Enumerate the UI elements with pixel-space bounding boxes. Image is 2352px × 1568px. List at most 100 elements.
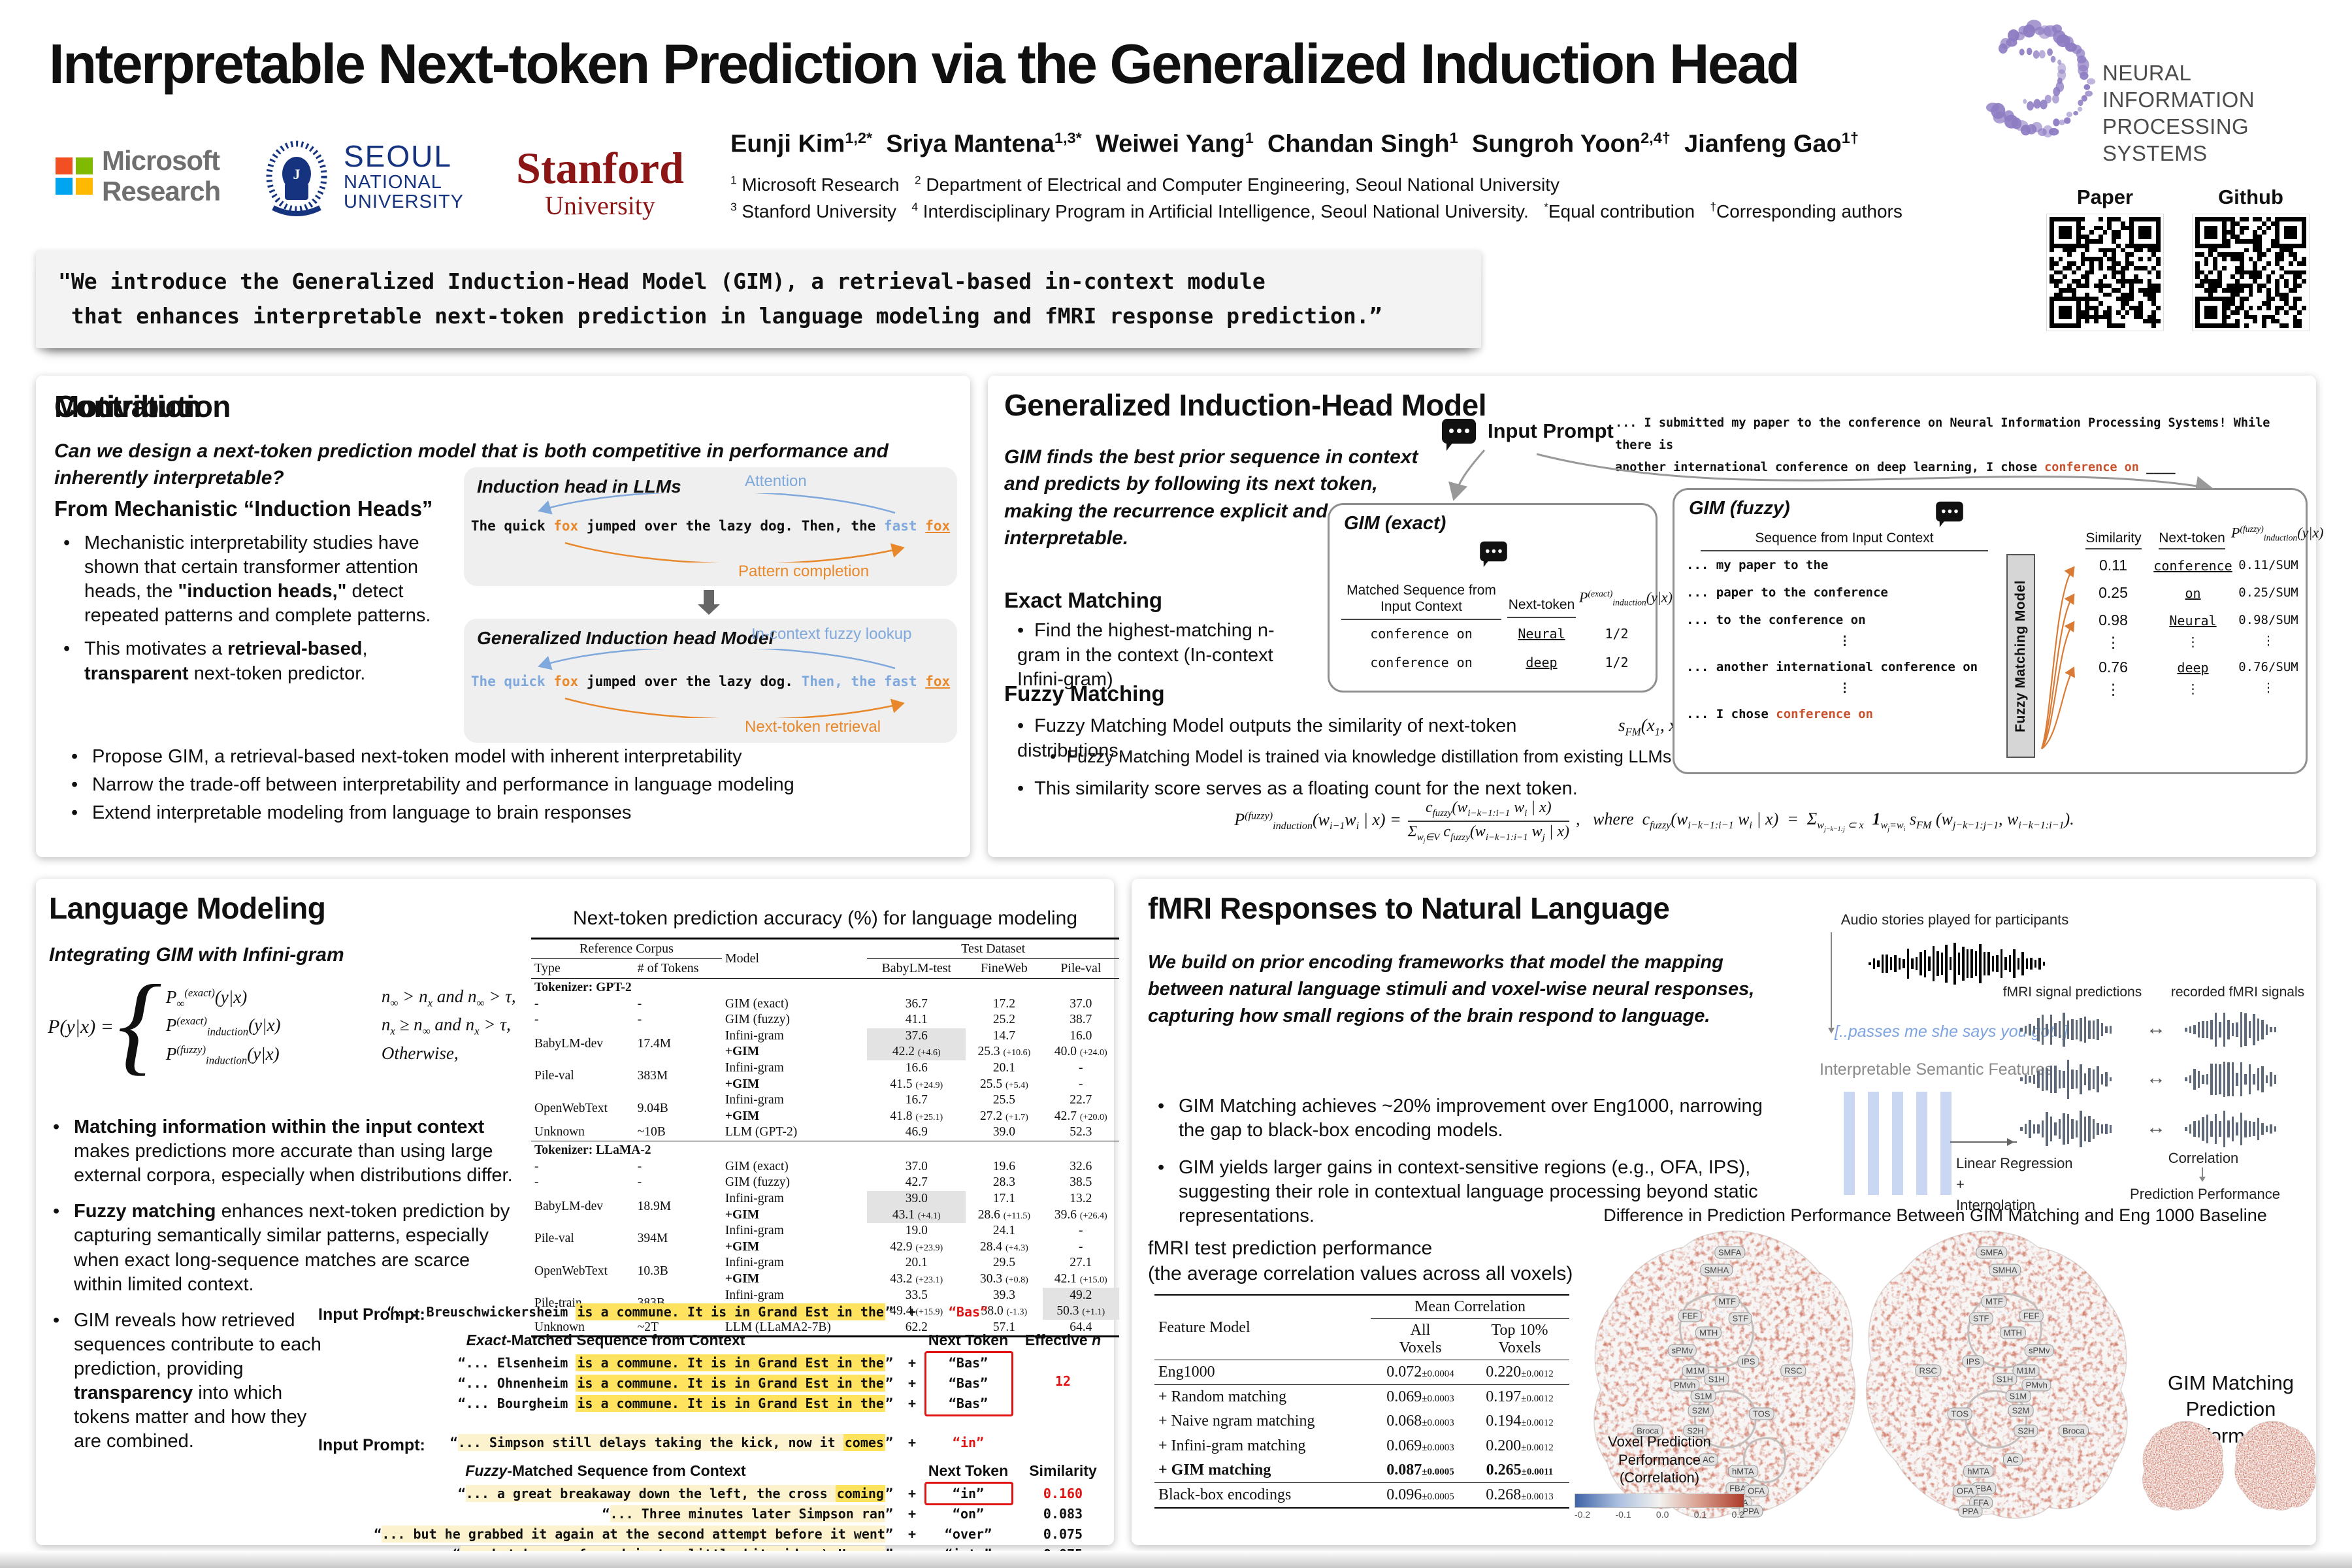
table-row: Unknown ~2T LLM (LLaMA2-7B) 62.2 57.1 64.4 — [534, 1320, 1092, 1334]
table-row: - - GIM (fuzzy) 42.7 28.3 38.5 — [534, 1175, 1092, 1190]
input-prompt-text: ... I submitted my paper to the conferen… — [1615, 416, 2270, 475]
fmri-bullets: GIM Matching achieves ~20% improvement o… — [1150, 1094, 1771, 1242]
table-row: + Naive ngram matching 0.068±0.0003 0.194±… — [1158, 1413, 1554, 1430]
piecewise-case: P(exact)induction(y|x) nx ≥ n∞ and nx > τ… — [165, 1015, 511, 1038]
table-row: ... paper to the conference 0.25 on 0.25/SU… — [1686, 584, 2298, 601]
table-row: Pile-val 394M Infini-gram 19.0 24.1- — [534, 1224, 1083, 1246]
fuzzy-match-row: “... but he was forced just a little bit… — [452, 1546, 1083, 1563]
next-token-retrieval-arc-icon — [564, 697, 905, 718]
induction-head-llm-diagram: Induction head in LLMs Attention The qui… — [464, 467, 957, 586]
brain-region-label: SMFA — [1714, 1246, 1746, 1259]
table-row: + GIM matching 0.087±0.0005 0.265±0.0011 — [1154, 1458, 1569, 1483]
pattern-completion-arc-icon — [564, 542, 905, 563]
microsoft-research-logo: Microsoft Research — [56, 145, 221, 206]
fmri-intro: We build on prior encoding frameworks th… — [1148, 952, 1755, 1027]
piecewise-case: P(fuzzy)induction(y|x) Otherwise, — [165, 1043, 459, 1067]
semantic-features-label: Interpretable Semantic Features — [1820, 1060, 2053, 1079]
input-prompt-label: Input Prompt: — [318, 1436, 425, 1454]
brain-region-label: S2M — [2008, 1404, 2034, 1417]
table-row: +GIM 43.2 (+23.1) 30.3 (+0.8) 42.1 (+15.0) — [725, 1271, 1107, 1286]
brain-region-label: RSC — [1915, 1364, 1941, 1377]
gim-exact-box: GIM (exact) Matched Sequence from Input … — [1328, 503, 1673, 693]
brain-region-label: MTF — [1714, 1295, 1740, 1308]
brain-region-label: M1M — [2012, 1364, 2040, 1377]
bullet-item: Mechanistic interpretability studies hav… — [56, 531, 461, 628]
snu-emblem-icon: J — [266, 140, 327, 216]
exact-match-row: “... Bourgheim is a commune. It is in Gr… — [457, 1395, 988, 1412]
brain-region-label: RSC — [1780, 1364, 1806, 1377]
brain-region-label: Broca — [2058, 1424, 2089, 1437]
snu-logo: J SEOUL NATIONAL UNIVERSITY — [260, 136, 464, 217]
feature-bars-icon — [1844, 1092, 1952, 1195]
brain-region-label: sPMv — [1667, 1344, 1697, 1357]
speech-bubble-icon — [1936, 501, 1963, 528]
table-row: +GIM 43.1 (+4.1) 28.6 (+11.5) 39.6 (+26.4) — [531, 1207, 1119, 1224]
motivation-bullets: Mechanistic interpretability studies hav… — [56, 531, 461, 695]
table-cell: 1/2 — [1605, 626, 1629, 642]
brain-region-label: S1M — [2005, 1390, 2031, 1403]
fan-curves-icon — [2040, 566, 2075, 749]
brain-flatmap-figure: SMFA SMFA SMHA SMHA MTF MTF FEF FEF STF STF MTH MTH… — [1589, 1226, 2131, 1524]
colorbar-ticks: -0.2 -0.1 0.0 0.1 0.2 — [1575, 1509, 1744, 1520]
lm-subheading: Integrating GIM with Infini-gram — [49, 944, 344, 966]
piecewise-case: P∞(exact)(y|x) n∞ > nx and n∞ > τ, — [165, 987, 516, 1010]
exact-match-row: “... Elsenheim is a commune. It is in Gr… — [457, 1354, 988, 1371]
brain-region-label: IPS — [1962, 1355, 1984, 1368]
audio-waveform-icon — [1869, 943, 2065, 985]
fuzzy-lookup-label: In-context fuzzy lookup — [751, 625, 912, 643]
correlation-label: Correlation — [2168, 1150, 2239, 1166]
table-row: BabyLM-dev 17.4M Infini-gram 37.6 14.7 16.0 — [534, 1028, 1092, 1051]
fuzzy-matching-heading: Fuzzy Matching — [1004, 681, 1165, 706]
table-cell: Neural — [1518, 626, 1565, 642]
left-right-arrow-icon: ↔ — [2146, 1117, 2166, 1138]
table-row: Unknown ~10B LLM (GPT-2) 46.9 39.0 52.3 — [534, 1125, 1092, 1139]
table-row: +GIM 42.9 (+23.9) 28.4 (+4.3) - — [725, 1239, 1083, 1254]
abstract-quote-banner: "We introduce the Generalized Induction-… — [36, 250, 1481, 348]
attention-arc-icon — [538, 493, 896, 515]
linear-regression-label: Linear Regression + Interpolation — [1956, 1155, 2073, 1213]
brain-region-label: IPS — [1737, 1355, 1759, 1368]
brain-region-label: sPMv — [2025, 1344, 2054, 1357]
recorded-signal-icon — [2185, 1059, 2289, 1100]
down-arrow-icon — [698, 590, 720, 615]
table-cell: 1/2 — [1605, 655, 1629, 670]
fmri-heading: fMRI Responses to Natural Language — [1148, 891, 1670, 925]
next-token-red-box — [924, 1351, 1013, 1416]
table-row: ... another international conference on 0… — [1686, 659, 2298, 676]
brain-region-label: SMHA — [1700, 1264, 1733, 1277]
stanford-logo-text: Stanford — [516, 143, 684, 193]
table-row: +GIM 42.2 (+4.6) 25.3 (+10.6) 40.0 (+24.0) — [531, 1044, 1119, 1061]
paper-qr-code — [2046, 214, 2164, 331]
lm-bullets: Matching information within the input co… — [45, 1115, 515, 1465]
exact-matching-heading: Exact Matching — [1004, 588, 1163, 612]
bullet-item: Propose GIM, a retrieval-based next-toke… — [63, 745, 958, 769]
table-row: ... to the conference on 0.98 Neural 0.98/S… — [1686, 612, 2298, 629]
down-arrow-icon — [1828, 932, 1835, 1034]
predicted-signal-icon — [2020, 1109, 2125, 1149]
fuzzy-match-row: “... Three minutes later Simpson ran” + “o… — [602, 1505, 1083, 1522]
research-question: Can we design a next-token prediction mo… — [54, 440, 889, 489]
table-row: OpenWebText 9.04B Infini-gram 16.7 25.5 22.7 — [534, 1093, 1092, 1115]
table-row: Black-box encodings 0.096±0.0005 0.268±0.0… — [1158, 1486, 1554, 1503]
brain-region-label: MTH — [1999, 1326, 2026, 1339]
stanford-logo: Stanford University — [516, 143, 684, 220]
lm-table-title: Next-token prediction accuracy (%) for l… — [572, 907, 1078, 929]
brain-region-label: S2H — [1683, 1424, 1708, 1437]
table-row: + Infini-gram matching 0.069±0.0003 0.200±… — [1158, 1437, 1554, 1454]
microsoft-logo-icon — [56, 157, 93, 195]
brain-region-label: OFA — [1952, 1484, 1978, 1497]
contribution-heading: Contribution — [54, 389, 231, 423]
section-label-row: Tokenizer: LLaMA-2 — [531, 1141, 1119, 1159]
paper-qr-label: Paper — [2076, 186, 2134, 208]
github-qr-label: Github — [2218, 186, 2283, 208]
fuzzy-matching-model-box: Fuzzy Matching Model — [2006, 554, 2035, 758]
brain-region-label: FEF — [2019, 1309, 2044, 1322]
speech-bubble-icon — [1442, 419, 1476, 451]
table-row: Pile-val 383M Infini-gram 16.6 20.1- — [534, 1061, 1083, 1083]
table-row: ... I chose conference on — [1686, 707, 1873, 721]
brain-region-label: PMvh — [1670, 1379, 1700, 1392]
brain-region-label: hMTA — [1727, 1465, 1758, 1478]
brain-region-label: FBA — [1971, 1482, 1996, 1495]
fuzzy-induction-formula: P(fuzzy)induction(wi−1wi | x) = cfuzzy(w… — [1234, 799, 2074, 844]
